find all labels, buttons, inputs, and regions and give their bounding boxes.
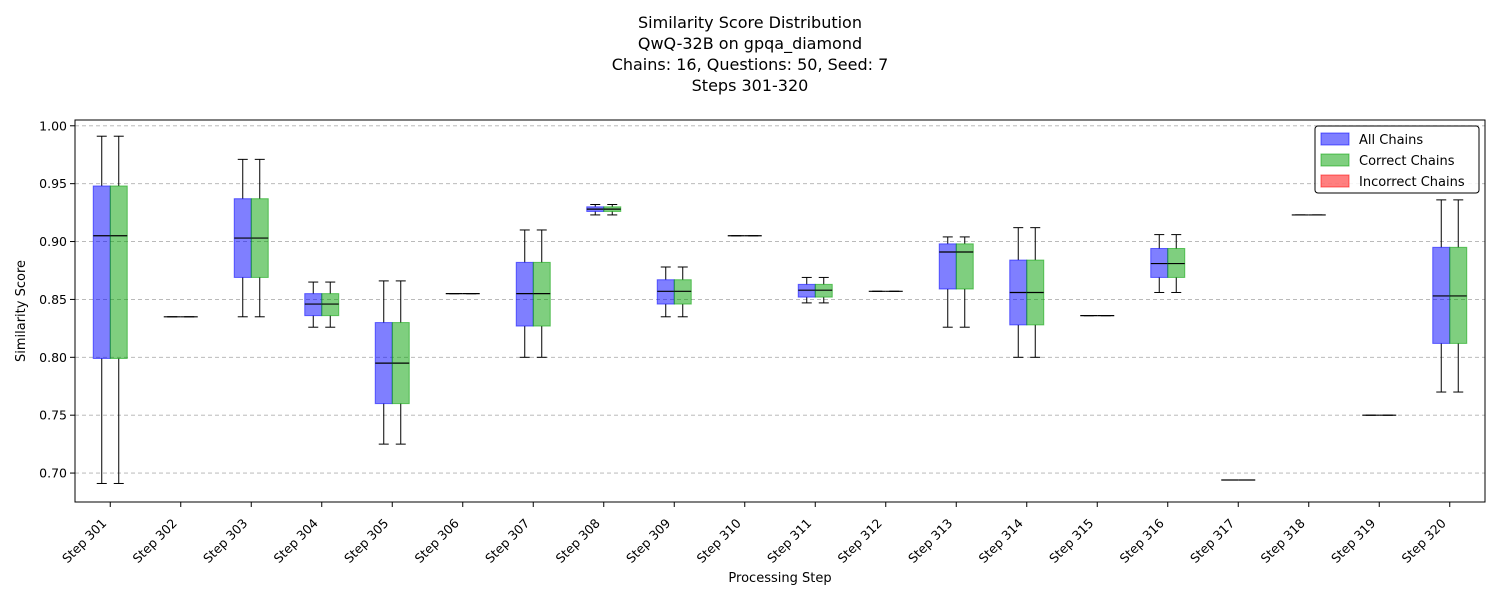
legend-swatch [1320,132,1350,146]
chart-title: Similarity Score Distribution QwQ-32B on … [612,13,889,95]
box-series [92,135,1468,484]
x-tick-label: Step 314 [975,515,1025,565]
box-step-301 [92,135,111,484]
box-step-314 [1009,227,1028,358]
box-step-314 [1026,227,1045,358]
x-tick-label: Step 304 [270,515,320,565]
x-tick-label: Step 317 [1187,516,1237,566]
x-tick-label: Step 310 [693,515,743,565]
x-tick-label: Step 319 [1328,515,1378,565]
x-tick-label: Step 306 [411,515,461,565]
box-step-307 [532,229,551,358]
x-tick-label: Step 303 [200,516,250,566]
series-correct-chains [109,135,1468,484]
x-axis: Step 301 Step 302 Step 303 Step 304 Step 305… [59,502,1451,566]
box-step-304 [321,281,340,328]
chart-title-line: Similarity Score Distribution [638,13,862,32]
y-tick-label: 0.70 [39,466,67,481]
box-iqr [955,243,974,290]
x-tick-label: Step 308 [552,515,602,565]
x-tick-label: Step 307 [482,516,532,566]
chart-title-line: Chains: 16, Questions: 50, Seed: 7 [612,55,889,74]
x-tick-label: Step 312 [834,516,884,566]
x-tick-label: Step 309 [623,515,673,565]
box-step-320 [1432,199,1451,393]
y-axis: 0.70 0.75 0.80 0.85 0.90 0.95 1.00 [39,118,75,481]
legend-entry: Correct Chains [1359,154,1455,169]
y-tick-label: 0.90 [39,234,67,249]
box-step-320 [1449,199,1468,393]
legend: All Chains Correct Chains Incorrect Chains [1314,125,1480,194]
x-axis-label: Processing Step [728,571,831,586]
x-tick-label: Step 320 [1398,515,1448,565]
plot-frame [74,119,1486,503]
box-step-313 [938,236,957,328]
series-all-chains [92,135,1451,484]
legend-entry: All Chains [1359,133,1423,148]
box-step-303 [233,158,252,318]
x-tick-label: Step 318 [1257,515,1307,565]
x-tick-label: Step 302 [129,516,179,566]
x-tick-label: Step 316 [1116,515,1166,565]
box-step-309 [673,266,692,318]
legend-frame [1314,125,1480,194]
box-step-304 [304,281,323,328]
chart-title-line: QwQ-32B on gpqa_diamond [638,34,862,54]
x-tick-label: Step 315 [1046,516,1096,566]
legend-swatch [1320,153,1350,167]
x-tick-label: Step 313 [905,516,955,566]
legend-swatch [1320,174,1350,188]
box-step-301 [109,135,128,484]
x-tick-label: Step 311 [764,516,814,566]
box-step-316 [1150,234,1169,293]
y-tick-label: 0.85 [39,292,67,307]
box-iqr [109,185,128,359]
box-iqr [938,243,957,290]
x-tick-label: Step 301 [59,516,109,566]
box-step-313 [955,236,974,328]
box-step-308 [586,204,605,216]
y-axis-label: Similarity Score [14,260,29,362]
y-tick-label: 0.95 [39,176,67,191]
box-iqr [92,185,111,359]
box-step-305 [374,280,393,445]
x-tick-label: Step 305 [341,516,391,566]
box-step-305 [391,280,410,445]
box-step-303 [250,158,269,318]
box-step-316 [1167,234,1186,293]
y-gridlines [75,125,1485,474]
box-step-308 [603,204,622,216]
y-tick-label: 0.80 [39,350,67,365]
box-step-307 [515,229,534,358]
box-step-311 [814,276,833,304]
y-tick-label: 1.00 [39,118,67,133]
box-step-309 [656,266,675,318]
chart-title-line: Steps 301-320 [692,76,809,95]
legend-entry: Incorrect Chains [1359,175,1465,190]
y-tick-label: 0.75 [39,408,67,423]
